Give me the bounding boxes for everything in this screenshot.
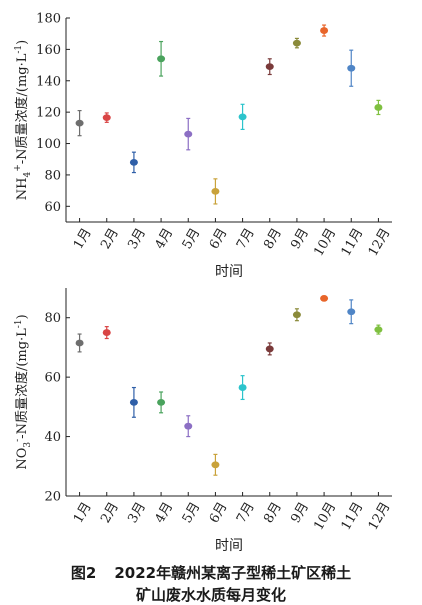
data-point: [374, 104, 383, 111]
data-point: [211, 461, 220, 469]
x-tick-label: 7月: [234, 226, 258, 252]
x-tick-label: 4月: [153, 226, 177, 252]
data-point: [320, 295, 329, 302]
data-point: [320, 27, 329, 34]
x-tick-label: 8月: [261, 500, 285, 526]
x-tick-label: 2月: [98, 500, 122, 526]
x-tick-label: 6月: [207, 226, 231, 252]
data-point: [129, 158, 138, 166]
y-tick-label: 60: [44, 371, 61, 386]
y-tick-label: 40: [44, 430, 61, 445]
figure-caption-line2: 矿山废水水质每月变化: [135, 586, 286, 604]
x-tick-label: 12月: [366, 500, 394, 533]
x-tick-label: 3月: [125, 500, 149, 526]
y-tick-label: 20: [44, 490, 61, 505]
x-tick-label: 9月: [288, 226, 312, 252]
x-axis-label: 时间: [215, 538, 243, 554]
data-point: [75, 119, 84, 127]
figure-title: 2022年赣州某离子型稀土矿区稀土: [114, 564, 352, 582]
data-point: [157, 55, 166, 63]
data-point: [102, 329, 111, 336]
figure-number: 图2: [70, 564, 97, 582]
x-axis-label: 时间: [215, 264, 243, 280]
data-point: [75, 339, 84, 347]
x-tick-label: 5月: [180, 500, 204, 526]
x-tick-label: 3月: [125, 226, 149, 252]
x-tick-label: 1月: [71, 500, 95, 526]
data-point: [238, 113, 247, 121]
x-tick-label: 11月: [339, 500, 367, 533]
data-point: [265, 345, 274, 353]
data-point: [184, 130, 193, 138]
data-point: [347, 308, 356, 316]
figure-caption-line1: 图2 2022年赣州某离子型稀土矿区稀土: [0, 562, 422, 583]
y-tick-label: 80: [44, 168, 61, 183]
data-point: [347, 64, 356, 72]
data-point: [129, 399, 138, 406]
x-tick-label: 10月: [311, 500, 339, 533]
data-point: [292, 39, 301, 47]
x-tick-label: 7月: [234, 500, 258, 526]
x-tick-label: 5月: [180, 226, 204, 252]
y-tick-label: 100: [36, 137, 61, 152]
data-point: [292, 311, 301, 319]
data-point: [238, 384, 247, 391]
x-tick-label: 1月: [71, 226, 95, 252]
x-tick-label: 8月: [261, 226, 285, 252]
y-axis-label: NO3--N质量浓度/(mg·L-1): [13, 314, 33, 469]
data-point: [157, 399, 166, 406]
x-tick-label: 12月: [366, 226, 394, 259]
y-tick-label: 140: [36, 74, 61, 89]
y-tick-label: 160: [36, 43, 61, 58]
data-point: [374, 326, 383, 333]
data-point: [102, 114, 111, 122]
data-point: [211, 188, 220, 195]
x-tick-label: 2月: [98, 226, 122, 252]
x-tick-label: 11月: [339, 226, 367, 259]
x-tick-label: 6月: [207, 500, 231, 526]
y-tick-label: 80: [44, 311, 61, 326]
y-tick-label: 60: [44, 200, 61, 215]
x-tick-label: 9月: [288, 500, 312, 526]
y-tick-label: 120: [36, 106, 61, 121]
y-tick-label: 180: [36, 12, 61, 27]
chart-nh4: 60 80 100 120 140 160 180 1月 2月 3月 4月 5月 6月 7月 8月 9月 10月…: [13, 12, 394, 281]
x-tick-label: 4月: [153, 500, 177, 526]
data-point: [184, 422, 193, 430]
y-axis-label: NH4+-N质量浓度/(mg·L-1): [13, 40, 33, 201]
data-point: [265, 63, 274, 71]
x-tick-label: 10月: [311, 226, 339, 259]
